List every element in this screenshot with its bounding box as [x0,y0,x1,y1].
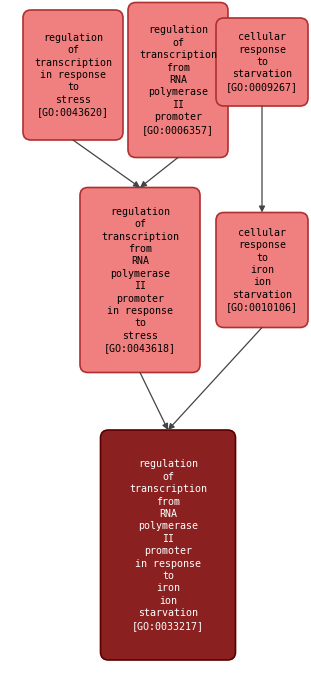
Text: cellular
response
to
iron
ion
starvation
[GO:0010106]: cellular response to iron ion starvation… [226,228,298,312]
Text: regulation
of
transcription
in response
to
stress
[GO:0043620]: regulation of transcription in response … [34,33,112,117]
Text: regulation
of
transcription
from
RNA
polymerase
II
promoter
in response
to
stres: regulation of transcription from RNA pol… [101,207,179,353]
Text: regulation
of
transcription
from
RNA
polymerase
II
promoter
in response
to
iron
: regulation of transcription from RNA pol… [129,460,207,631]
FancyBboxPatch shape [216,213,308,327]
FancyBboxPatch shape [100,430,235,660]
FancyBboxPatch shape [80,188,200,372]
Text: regulation
of
transcription
from
RNA
polymerase
II
promoter
[GO:0006357]: regulation of transcription from RNA pol… [139,25,217,135]
FancyBboxPatch shape [23,10,123,140]
Text: cellular
response
to
starvation
[GO:0009267]: cellular response to starvation [GO:0009… [226,32,298,92]
FancyBboxPatch shape [216,18,308,106]
FancyBboxPatch shape [128,3,228,158]
